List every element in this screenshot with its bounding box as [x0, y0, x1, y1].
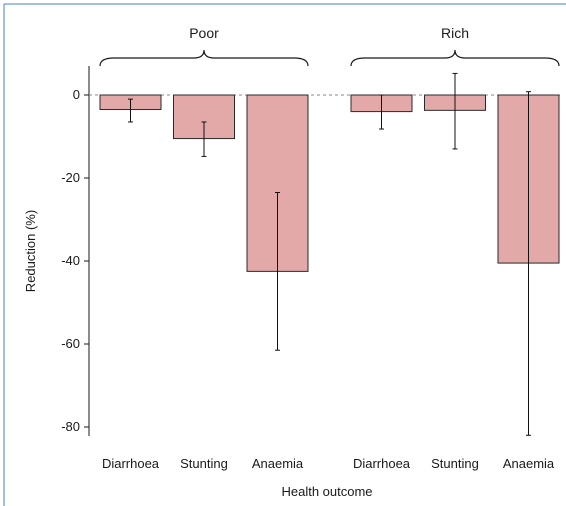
group-brace-rich	[350, 49, 560, 67]
x-tick-label: Anaemia	[252, 456, 304, 471]
bars	[99, 94, 560, 272]
x-tick-label: Stunting	[180, 456, 228, 471]
y-tick-label: -40	[61, 253, 80, 268]
group-label: Poor	[189, 25, 219, 41]
error-bars	[128, 72, 531, 436]
group-braces: Poor Rich	[99, 25, 560, 67]
y-tick-label: -20	[61, 170, 80, 185]
x-tick-label: Diarrhoea	[353, 456, 411, 471]
group-label: Rich	[441, 25, 469, 41]
x-tick-label: Anaemia	[503, 456, 555, 471]
y-tick-label: 0	[73, 87, 80, 102]
x-tick-label: Stunting	[431, 456, 479, 471]
x-tick-label: Diarrhoea	[102, 456, 160, 471]
y-tick-label: -60	[61, 336, 80, 351]
y-axis-title: Reduction (%)	[23, 210, 38, 292]
y-ticks: 0 -20 -40 -60 -80	[61, 87, 89, 434]
group-brace-poor	[99, 49, 309, 67]
x-tick-labels: Diarrhoea Stunting Anaemia Diarrhoea Stuntin…	[102, 456, 555, 471]
y-tick-label: -80	[61, 419, 80, 434]
x-axis-title: Health outcome	[281, 484, 372, 499]
